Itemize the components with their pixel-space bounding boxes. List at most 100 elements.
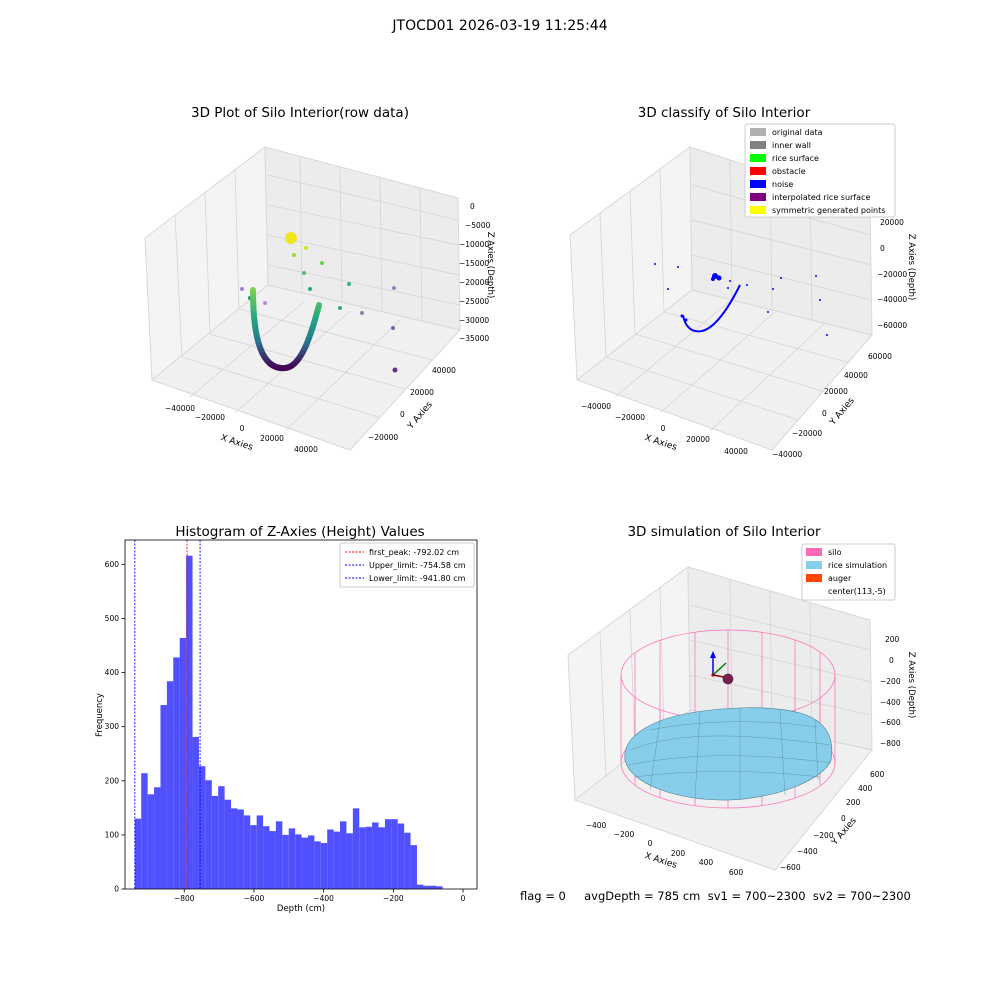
histogram-bar bbox=[295, 834, 302, 889]
z-tick: −800 bbox=[880, 739, 901, 748]
y-tick: −400 bbox=[797, 847, 818, 856]
histogram-bar bbox=[384, 819, 392, 889]
raw-point bbox=[263, 301, 267, 305]
y-tick: −20000 bbox=[368, 433, 398, 442]
histogram-x-label: Depth (cm) bbox=[277, 904, 325, 914]
histogram-bar bbox=[263, 826, 270, 889]
auger-y-arrow bbox=[712, 662, 727, 676]
raw-point bbox=[391, 326, 395, 330]
y-tick-label: 200 bbox=[105, 776, 120, 785]
raw-floor-pane bbox=[150, 284, 461, 451]
y-tick: 40000 bbox=[432, 366, 456, 375]
histogram-bar bbox=[186, 555, 193, 889]
histogram-y-label: Frequency bbox=[95, 693, 105, 737]
x-tick: −40000 bbox=[165, 404, 195, 413]
x-tick: 400 bbox=[699, 858, 714, 867]
legend-entry: interpolated rice surface bbox=[750, 193, 870, 202]
legend-entry: inner wall bbox=[750, 141, 811, 150]
legend-frame bbox=[339, 542, 475, 588]
x-tick: 20000 bbox=[686, 435, 710, 444]
histogram-bar bbox=[192, 736, 199, 889]
figure-title: JTOCD01 2026-03-19 11:25:44 bbox=[392, 18, 608, 34]
histogram-bar bbox=[404, 832, 411, 889]
classify-legend: original data inner wall rice surface ob… bbox=[744, 123, 896, 218]
legend-label: rice surface bbox=[772, 154, 819, 163]
x-tick: −20000 bbox=[195, 413, 225, 422]
legend-label: symmetric generated points bbox=[772, 206, 885, 215]
z-tick: −600 bbox=[880, 718, 901, 727]
classify-z-label: Z Axies (Depth) bbox=[906, 234, 916, 301]
histogram-bar bbox=[346, 833, 353, 889]
legend-swatch bbox=[750, 141, 766, 149]
y-tick-label: 0 bbox=[114, 885, 119, 894]
histogram-bar bbox=[224, 799, 232, 889]
z-tick: −200 bbox=[880, 677, 901, 686]
raw-scatter-points bbox=[240, 232, 398, 373]
auger-marker bbox=[710, 651, 734, 685]
legend-entry: obstacle bbox=[750, 167, 806, 176]
legend-label: rice simulation bbox=[828, 561, 887, 570]
histogram-bar bbox=[275, 821, 283, 889]
y-tick-label: 100 bbox=[105, 830, 120, 839]
auger-center bbox=[722, 673, 734, 685]
y-tick-label: 400 bbox=[105, 668, 120, 677]
noise-point bbox=[819, 299, 821, 301]
histogram-bar bbox=[301, 837, 308, 889]
x-tick: 200 bbox=[671, 849, 686, 858]
histogram-bar bbox=[198, 766, 206, 889]
histogram-bar bbox=[416, 884, 424, 889]
noise-point bbox=[677, 266, 679, 268]
z-tick: −60000 bbox=[877, 321, 907, 330]
histogram-vlines bbox=[134, 540, 201, 889]
histogram-bar bbox=[307, 835, 315, 889]
histogram-bar bbox=[269, 831, 276, 889]
noise-point bbox=[711, 277, 715, 281]
legend-label: inner wall bbox=[772, 141, 811, 150]
raw-u-curve bbox=[250, 287, 322, 372]
raw-point bbox=[392, 367, 398, 373]
y-tick-label: 500 bbox=[105, 614, 120, 623]
histogram-bar bbox=[410, 845, 417, 889]
legend-entry: center(113,-5) bbox=[806, 587, 886, 596]
x-tick: −200 bbox=[614, 830, 635, 839]
legend-entry: Upper_limit: -754.58 cm bbox=[345, 561, 466, 570]
z-tick: 0 bbox=[470, 202, 475, 211]
z-tick: −20000 bbox=[877, 270, 907, 279]
legend-label: noise bbox=[772, 180, 793, 189]
histogram-bar bbox=[231, 808, 238, 889]
z-tick: −15000 bbox=[459, 259, 489, 268]
histogram-bar bbox=[205, 780, 212, 889]
histogram-bar bbox=[359, 827, 366, 889]
x-tick: 0 bbox=[661, 424, 666, 433]
histogram-bars bbox=[134, 555, 443, 889]
histogram-bar bbox=[327, 829, 334, 889]
legend-label: center(113,-5) bbox=[828, 587, 886, 596]
raw-y-ticks: −20000 0 20000 40000 bbox=[368, 366, 456, 442]
noise-point bbox=[680, 314, 684, 318]
classify-x-label: X Axies bbox=[643, 433, 678, 453]
noise-point bbox=[767, 311, 769, 313]
x-tick: 600 bbox=[729, 868, 744, 877]
simulation-3d-plot: 3D simulation of Silo Interior bbox=[567, 524, 916, 877]
legend-entry: original data bbox=[750, 128, 823, 137]
classify-z-ticks: 20000 0 −20000 −40000 −60000 bbox=[877, 218, 907, 330]
z-tick: −10000 bbox=[459, 240, 489, 249]
y-tick: 20000 bbox=[410, 388, 434, 397]
sim-x-ticks: −400 −200 0 200 400 600 bbox=[586, 821, 744, 877]
auger-z-arrowhead bbox=[710, 651, 716, 658]
histogram-bar bbox=[352, 808, 360, 889]
histogram-bar bbox=[282, 834, 289, 889]
legend-label: Upper_limit: -754.58 cm bbox=[369, 561, 466, 570]
raw-point bbox=[240, 287, 244, 291]
legend-frame bbox=[801, 543, 896, 601]
histogram-bar bbox=[256, 815, 264, 889]
histogram-bar bbox=[333, 831, 341, 889]
noise-point bbox=[826, 334, 828, 336]
x-tick: −400 bbox=[586, 821, 607, 830]
histogram-bar bbox=[147, 794, 155, 889]
histogram-axes-frame bbox=[124, 539, 478, 890]
histogram-bar bbox=[340, 821, 347, 889]
classify-x-ticks: −40000 −20000 0 20000 40000 bbox=[581, 402, 748, 456]
legend-frame bbox=[744, 123, 896, 218]
histogram-bar bbox=[423, 885, 430, 889]
